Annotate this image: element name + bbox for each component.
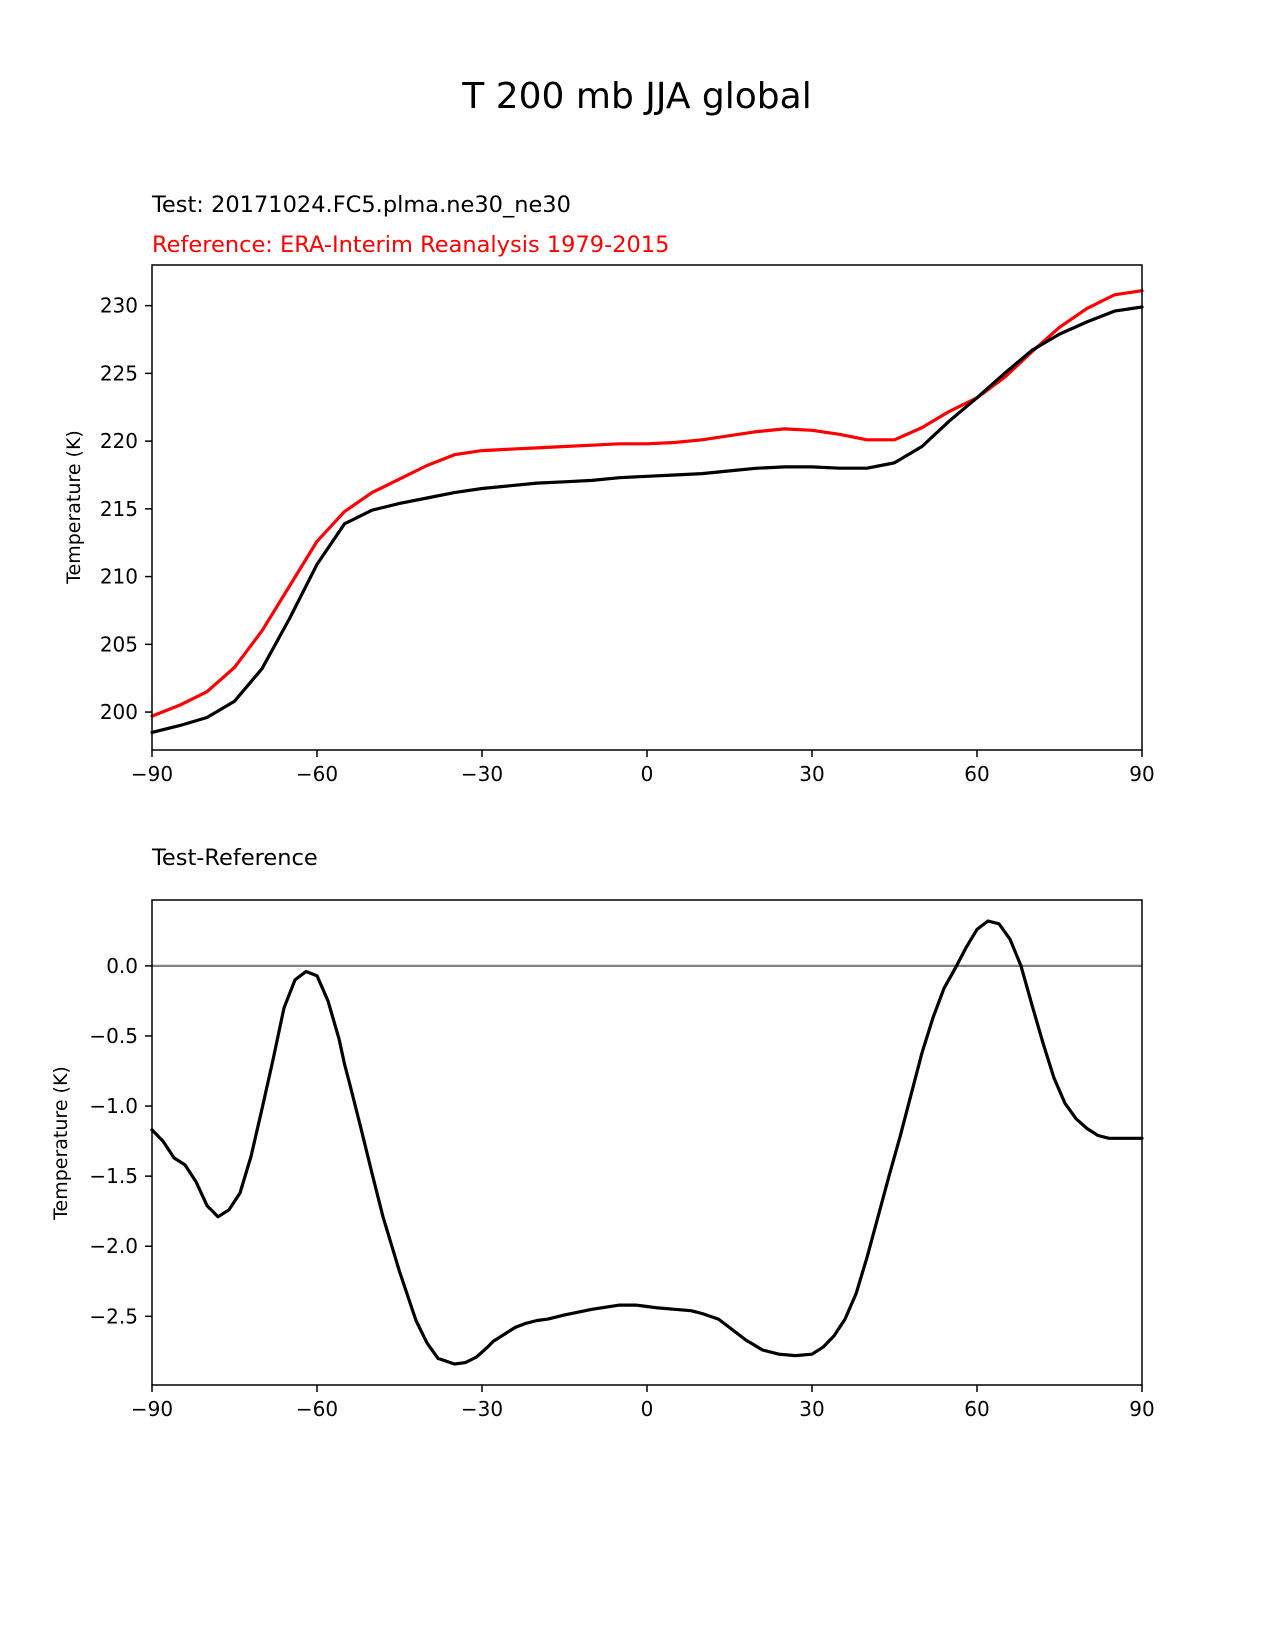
y-tick-label: 230 (100, 294, 138, 318)
top-series-test (150, 305, 1144, 735)
x-tick-label: 0 (641, 762, 654, 786)
y-tick-label: 225 (100, 361, 138, 385)
x-tick-label: 60 (964, 762, 989, 786)
top-chart: Test: 20171024.FC5.plma.ne30_ne30 Refere… (63, 192, 1155, 786)
y-tick-label: 200 (100, 700, 138, 724)
bottom-series-test-reference (150, 919, 1144, 1366)
x-tick-label: −90 (131, 762, 173, 786)
x-tick-label: 90 (1129, 762, 1154, 786)
x-tick-label: 60 (964, 1397, 989, 1421)
top-y-axis-label: Temperature (K) (63, 430, 85, 585)
y-tick-label: −1.0 (89, 1094, 138, 1118)
bottom-y-axis-label: Temperature (K) (50, 1066, 72, 1221)
y-tick-label: −2.5 (89, 1304, 138, 1328)
y-tick-label: 220 (100, 429, 138, 453)
x-tick-label: −60 (296, 762, 338, 786)
y-tick-label: −2.0 (89, 1234, 138, 1258)
x-tick-label: −90 (131, 1397, 173, 1421)
difference-subtitle: Test-Reference (151, 845, 318, 871)
bottom-chart: Test-Reference Temperature (K) −90 −60 −30… (50, 845, 1155, 1421)
x-tick-label: −30 (461, 762, 503, 786)
x-tick-label: −30 (461, 1397, 503, 1421)
x-tick-label: 90 (1129, 1397, 1154, 1421)
x-tick-label: 30 (799, 762, 824, 786)
test-subtitle: Test: 20171024.FC5.plma.ne30_ne30 (151, 192, 571, 218)
y-tick-label: −0.5 (89, 1024, 138, 1048)
x-tick-label: 0 (641, 1397, 654, 1421)
figure-title: T 200 mb JJA global (461, 76, 811, 117)
reference-subtitle: Reference: ERA-Interim Reanalysis 1979-2… (152, 232, 669, 258)
y-tick-label: 0.0 (106, 954, 138, 978)
x-tick-label: −60 (296, 1397, 338, 1421)
y-tick-label: 205 (100, 632, 138, 656)
y-tick-label: 215 (100, 497, 138, 521)
y-tick-label: 210 (100, 565, 138, 589)
x-tick-label: 30 (799, 1397, 824, 1421)
y-tick-label: −1.5 (89, 1164, 138, 1188)
